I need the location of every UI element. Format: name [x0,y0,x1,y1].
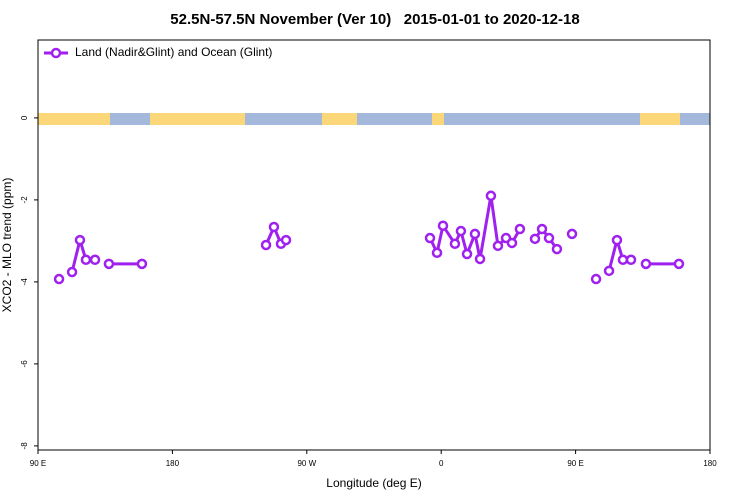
x-tick-label: 90 E [30,459,46,468]
chart-title: 52.5N-57.5N November (Ver 10) 2015-01-01… [170,11,579,28]
y-tick-label: -6 [20,360,29,368]
y-tick-label: -2 [20,196,29,204]
data-point [469,228,481,240]
series-line [70,195,679,273]
plot-frame [37,39,711,451]
legend-marker [50,47,62,59]
data-point [268,221,280,233]
data-point [492,240,504,252]
data-point [603,265,615,277]
data-point [640,258,652,270]
data-point [66,266,78,278]
data-point [590,273,602,285]
data-point [74,234,86,246]
y-tick-label: 0 [20,115,29,120]
data-point [431,247,443,259]
data-point [529,233,541,245]
legend-label: Land (Nadir&Glint) and Ocean (Glint) [75,45,272,59]
data-point [551,243,563,255]
data-point [103,258,115,270]
x-tick-label: 90 W [297,459,316,468]
data-point [485,190,497,202]
data-point [506,237,518,249]
data-point [566,228,578,240]
x-tick-label: 180 [166,459,180,468]
x-tick-label: 0 [439,459,444,468]
data-point [543,232,555,244]
data-point [449,238,461,250]
data-point [53,273,65,285]
data-point [136,258,148,270]
data-point [424,232,436,244]
x-axis-label: Longitude (deg E) [326,476,421,490]
data-point [89,254,101,266]
data-point [80,254,92,266]
data-point [260,239,272,251]
data-point [455,225,467,237]
data-point [514,223,526,235]
x-tick-label: 180 [703,459,717,468]
data-point [461,248,473,260]
data-point [625,254,637,266]
data-point [617,254,629,266]
data-point [280,234,292,246]
data-point [673,258,685,270]
data-point [437,220,449,231]
y-tick-label: -8 [20,442,29,450]
data-point [474,253,486,265]
data-point [611,234,623,246]
land-ocean-strip [38,113,710,125]
data-point [536,223,548,235]
y-tick-label: -4 [20,278,29,286]
x-tick-label: 90 E [567,459,583,468]
y-axis-label: XCO2 - MLO trend (ppm) [0,178,14,313]
